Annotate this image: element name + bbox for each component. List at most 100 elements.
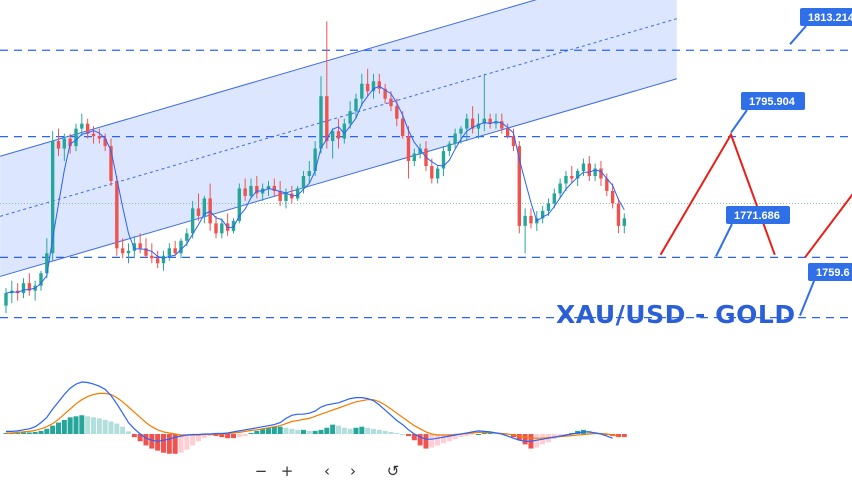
- zoom-in-button[interactable]: +: [276, 460, 298, 482]
- candle-body: [476, 123, 481, 129]
- scroll-right-button[interactable]: ›: [342, 460, 364, 482]
- level-label-text: 1771.686: [734, 210, 780, 222]
- channel-upper-line: [0, 0, 537, 157]
- macd-bar: [400, 434, 406, 435]
- label-pointer: [730, 109, 748, 134]
- macd-bar: [376, 429, 382, 434]
- candle-body: [4, 293, 8, 306]
- macd-bar: [213, 434, 219, 437]
- candle-body: [103, 138, 107, 147]
- level-label-box: [808, 263, 852, 281]
- reset-button[interactable]: ↺: [382, 460, 404, 482]
- macd-bar: [464, 434, 470, 437]
- level-label-text: 1795.904: [749, 96, 796, 108]
- macd-bar: [382, 430, 388, 434]
- macd-line: [6, 381, 613, 442]
- candle-body: [354, 98, 358, 112]
- macd-bar: [96, 418, 102, 434]
- macd-bar: [143, 434, 149, 446]
- macd-bar: [300, 429, 306, 434]
- candle-body: [587, 163, 591, 176]
- candle-body: [45, 253, 49, 274]
- macd-bar: [516, 434, 522, 441]
- macd-bar: [230, 434, 236, 439]
- candle-body: [255, 185, 259, 194]
- macd-bar: [79, 415, 85, 434]
- macd-bar: [32, 431, 38, 434]
- plus-icon: +: [280, 462, 294, 480]
- candle-body: [56, 141, 61, 149]
- candle-body: [371, 81, 376, 92]
- candle-body: [80, 123, 84, 129]
- macd-signal-line: [6, 392, 619, 439]
- macd-bar: [172, 434, 178, 454]
- macd-bar: [394, 432, 400, 434]
- candle-body: [68, 138, 72, 147]
- scroll-left-button[interactable]: ‹: [316, 460, 338, 482]
- macd-bar: [149, 434, 155, 449]
- macd-bar: [405, 434, 411, 437]
- chevron-left-icon: ‹: [324, 462, 330, 480]
- macd-bar: [242, 434, 248, 437]
- candle-body: [470, 118, 475, 129]
- macd-bar: [423, 434, 429, 449]
- candle-body: [97, 136, 102, 139]
- macd-bar: [166, 434, 172, 454]
- candle-body: [214, 223, 218, 234]
- candle-body: [564, 176, 568, 184]
- candle-body: [284, 193, 288, 201]
- candle-body: [465, 118, 469, 129]
- macd-bar: [265, 427, 271, 434]
- moving-average-line: [5, 85, 625, 294]
- chart-title: XAU/USD - GOLD: [556, 300, 796, 329]
- macd-bar: [137, 434, 143, 442]
- candle-body: [570, 176, 574, 179]
- macd-bar: [61, 419, 67, 434]
- candle-body: [50, 141, 55, 254]
- level-label-text: 1759.6: [816, 267, 850, 279]
- macd-bar: [522, 434, 528, 445]
- candle-body: [558, 183, 562, 194]
- macd-bar: [271, 426, 277, 434]
- candle-body: [581, 163, 586, 172]
- macd-bar: [254, 430, 260, 434]
- candle-body: [301, 176, 306, 189]
- candle-body: [115, 180, 119, 249]
- candle-body: [39, 273, 43, 286]
- candle-body: [132, 243, 137, 251]
- candle-body: [27, 283, 32, 291]
- macd-bar: [20, 432, 26, 434]
- candle-body: [144, 248, 148, 256]
- label-pointer: [799, 280, 815, 316]
- candle-body: [295, 188, 300, 199]
- macd-bar: [108, 421, 114, 434]
- candle-body: [138, 243, 142, 249]
- candle-body: [389, 98, 393, 107]
- level-labels: 1813.214 1795.904 1771.686 1759.6: [715, 8, 852, 316]
- channel-lower-line: [0, 78, 677, 277]
- candle-body: [179, 240, 183, 254]
- zoom-out-button[interactable]: −: [250, 460, 272, 482]
- candle-body: [622, 218, 626, 226]
- macd-bar: [359, 426, 365, 434]
- macd-bar: [67, 417, 73, 434]
- macd-bar: [15, 432, 21, 434]
- macd-bar: [411, 434, 417, 441]
- reset-icon: ↺: [386, 462, 400, 480]
- forecast-arrows: [659, 132, 852, 258]
- macd-bar: [219, 434, 225, 438]
- candle-body: [540, 210, 545, 219]
- macd-bar: [481, 432, 487, 434]
- macd-bar: [44, 428, 50, 434]
- macd-bar: [365, 427, 371, 434]
- chart-toolbar: − + ‹ › ↺: [250, 459, 404, 483]
- candle-body: [453, 133, 457, 144]
- candle-body: [599, 168, 603, 179]
- macd-bar: [452, 434, 458, 440]
- candle-body: [395, 106, 399, 119]
- macd-bar: [353, 427, 359, 434]
- candle-body: [336, 131, 341, 139]
- macd-bar: [178, 434, 184, 453]
- candle-body: [126, 250, 131, 254]
